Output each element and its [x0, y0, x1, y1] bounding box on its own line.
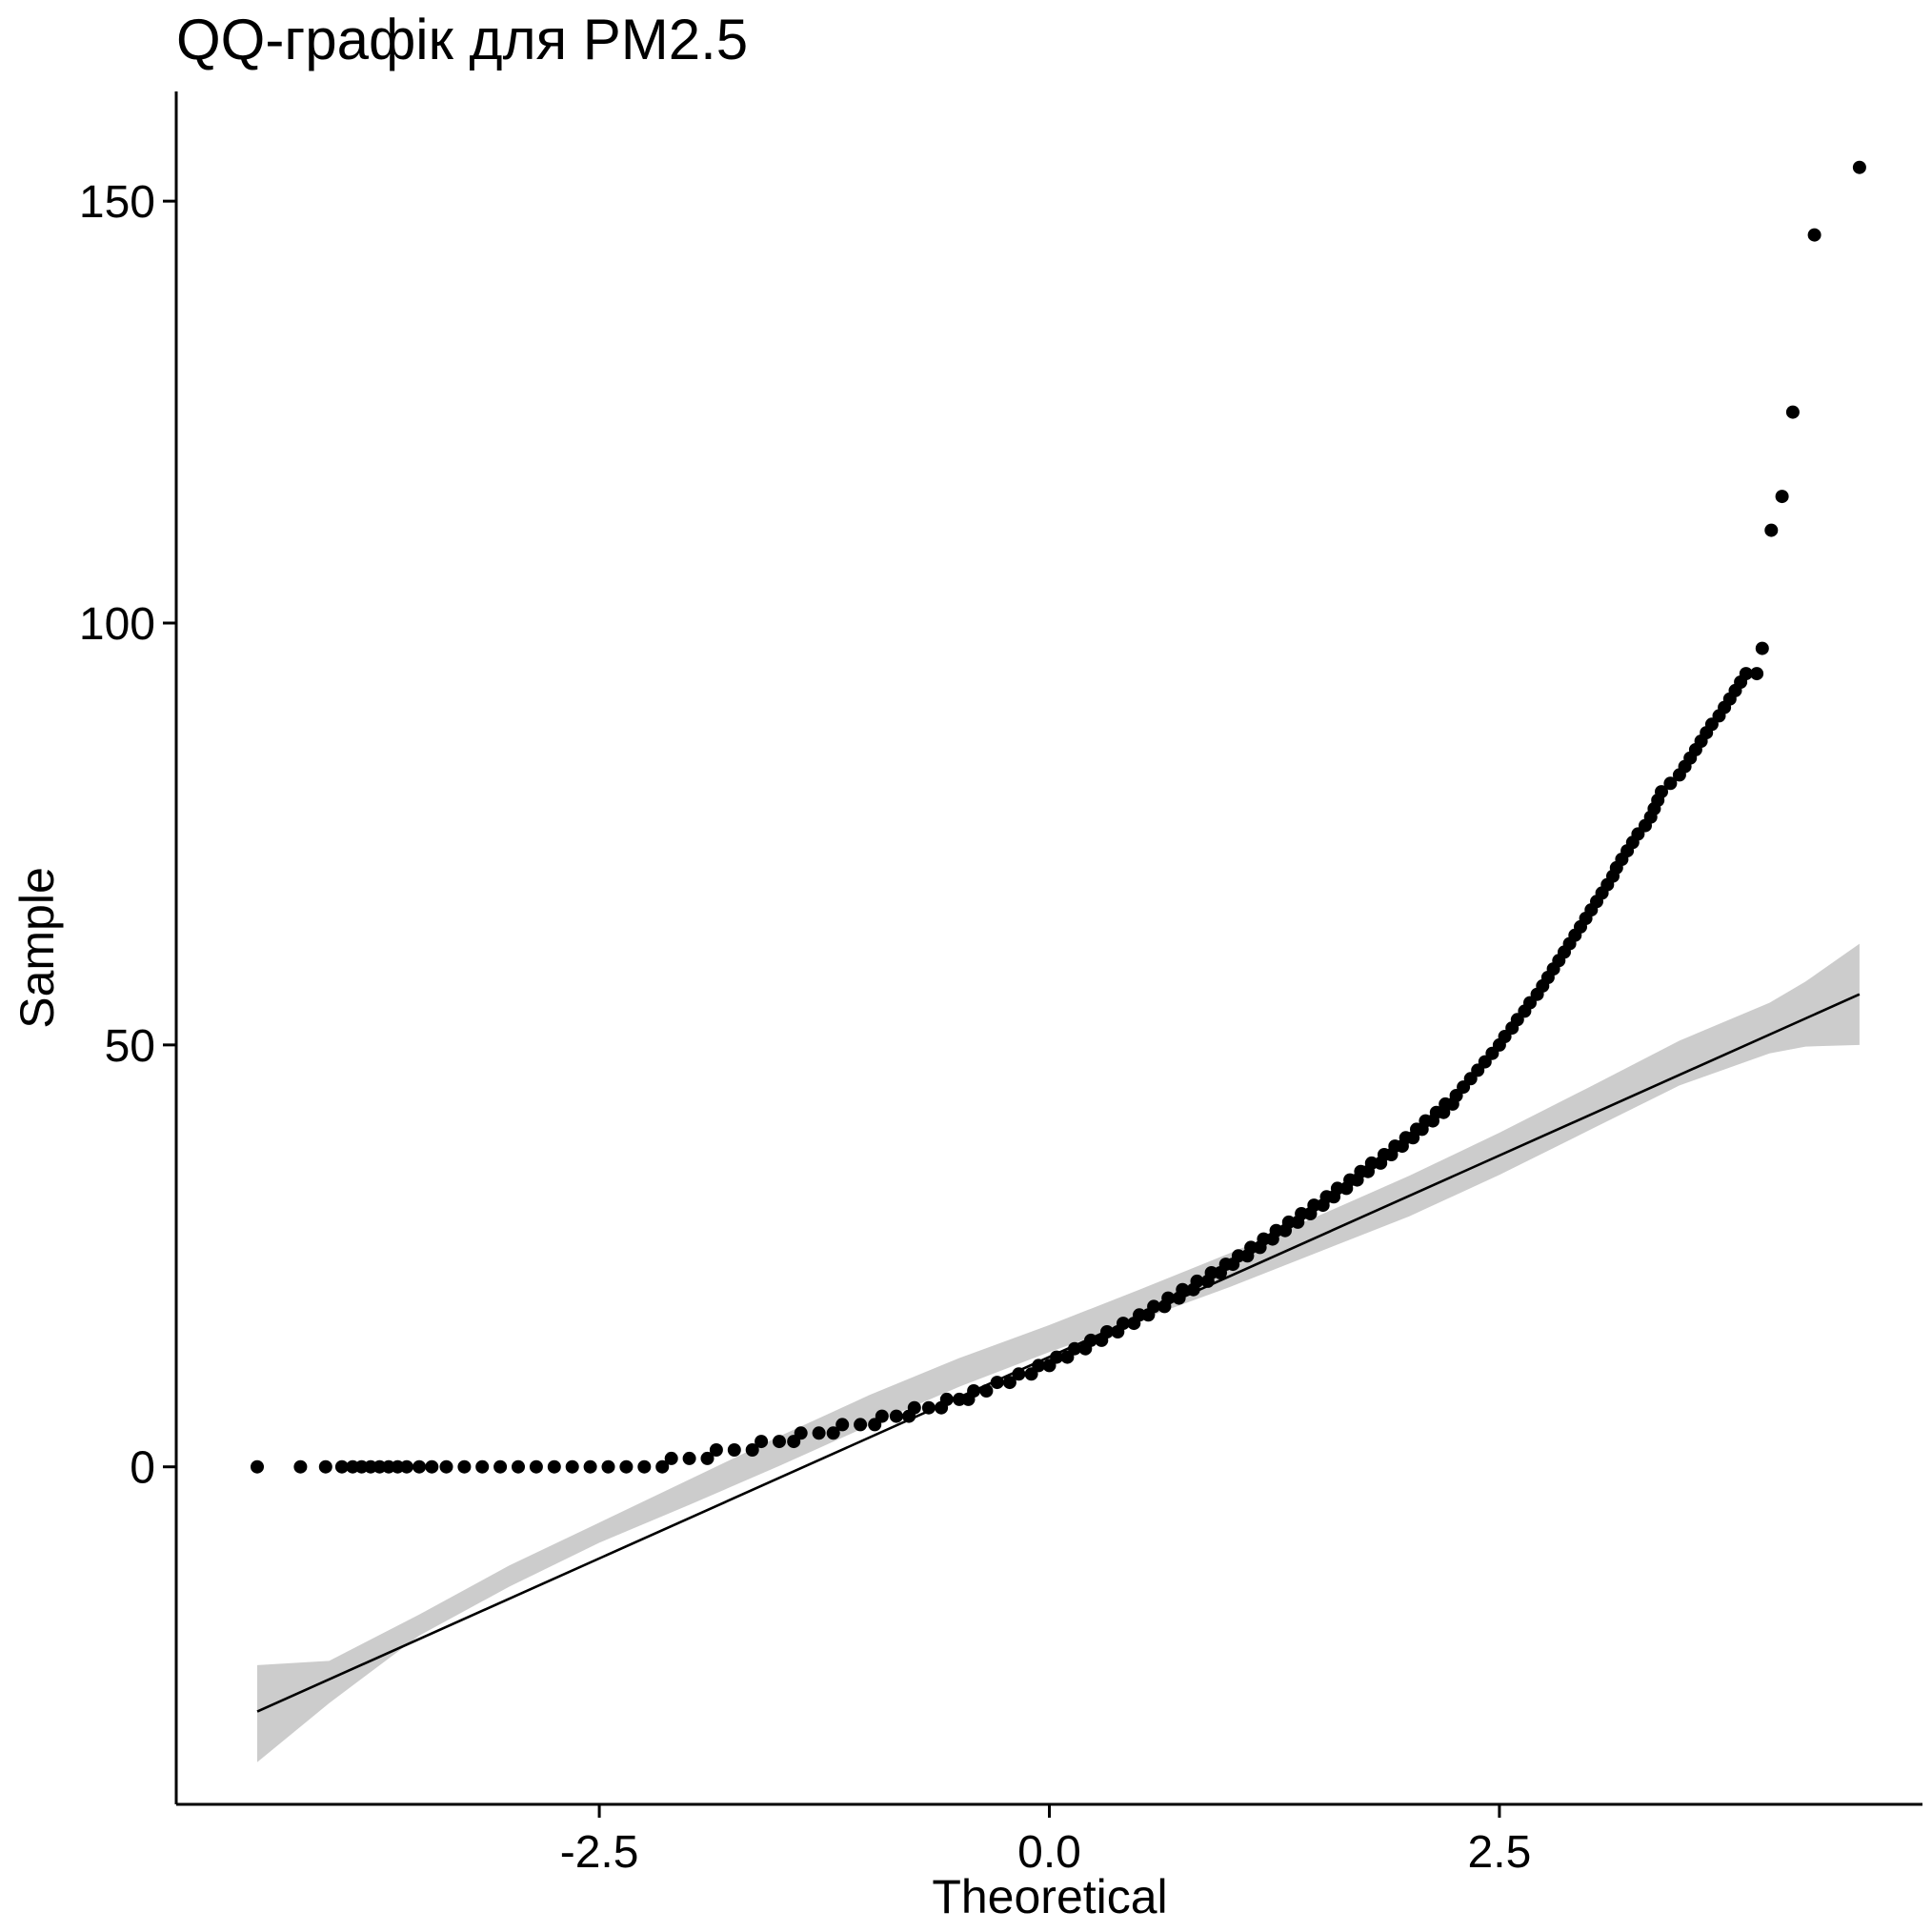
- data-point: [318, 1459, 332, 1474]
- data-point: [709, 1443, 723, 1457]
- data-point: [700, 1451, 714, 1465]
- data-point: [979, 1384, 994, 1398]
- data-point: [755, 1435, 769, 1449]
- data-point: [1190, 1274, 1204, 1288]
- data-point: [1655, 785, 1668, 799]
- data-point: [773, 1435, 786, 1449]
- data-point: [251, 1459, 264, 1474]
- data-point: [425, 1459, 439, 1474]
- data-point: [727, 1443, 741, 1457]
- data-point: [1176, 1282, 1190, 1297]
- data-point: [293, 1459, 308, 1474]
- data-point: [1663, 776, 1678, 791]
- data-point: [565, 1459, 579, 1474]
- data-point: [664, 1451, 678, 1465]
- data-point: [1032, 1358, 1046, 1373]
- data-point: [1147, 1299, 1161, 1314]
- data-point: [1100, 1325, 1114, 1338]
- data-point: [1785, 405, 1800, 419]
- y-tick-label: 0: [130, 1443, 155, 1494]
- y-tick-label: 50: [105, 1021, 155, 1072]
- data-point: [1161, 1291, 1176, 1305]
- x-tick-label: 0.0: [1017, 1827, 1081, 1878]
- data-point: [512, 1459, 525, 1474]
- data-point: [990, 1376, 1004, 1390]
- data-point: [1084, 1333, 1097, 1347]
- data-point: [1755, 641, 1769, 655]
- data-point: [889, 1409, 903, 1423]
- data-point: [334, 1459, 349, 1474]
- data-point: [547, 1459, 561, 1474]
- data-point: [1852, 160, 1866, 174]
- data-point: [655, 1459, 670, 1474]
- data-point: [619, 1459, 634, 1474]
- data-point: [1050, 1350, 1064, 1364]
- data-point: [921, 1400, 936, 1415]
- data-point: [1807, 228, 1821, 242]
- data-point: [1764, 523, 1779, 537]
- data-point: [1012, 1367, 1026, 1381]
- data-point: [439, 1459, 453, 1474]
- data-point: [835, 1418, 850, 1432]
- data-point: [812, 1426, 826, 1440]
- y-axis-ticks: 0 50 100 150: [79, 177, 176, 1494]
- x-axis-ticks: -2.5 0.0 2.5: [560, 1804, 1532, 1878]
- data-point: [583, 1459, 597, 1474]
- data-point: [529, 1459, 543, 1474]
- data-point: [1775, 490, 1789, 504]
- x-axis-title: Theoretical: [932, 1870, 1167, 1923]
- data-point: [939, 1392, 954, 1406]
- data-point: [493, 1459, 508, 1474]
- y-tick-label: 100: [79, 599, 155, 650]
- chart-title: QQ-графік для PM2.5: [176, 8, 748, 71]
- y-tick-label: 150: [79, 177, 155, 228]
- points-layer: [251, 160, 1866, 1474]
- data-point: [907, 1400, 921, 1415]
- data-point: [413, 1459, 427, 1474]
- x-tick-label: -2.5: [560, 1827, 639, 1878]
- data-point: [1002, 1376, 1016, 1390]
- data-point: [745, 1443, 759, 1457]
- data-point: [854, 1418, 868, 1432]
- data-point: [1739, 667, 1753, 681]
- data-point: [457, 1459, 472, 1474]
- data-point: [399, 1459, 413, 1474]
- data-point: [601, 1459, 615, 1474]
- data-point: [826, 1426, 840, 1440]
- data-point: [1068, 1341, 1081, 1356]
- data-point: [967, 1384, 981, 1398]
- data-point: [794, 1426, 808, 1440]
- y-axis-title: Sample: [10, 867, 64, 1029]
- x-tick-label: 2.5: [1468, 1827, 1532, 1878]
- data-point: [682, 1451, 696, 1465]
- data-point: [1117, 1317, 1130, 1331]
- data-point: [1750, 667, 1764, 681]
- data-point: [875, 1409, 889, 1423]
- data-point: [637, 1459, 652, 1474]
- data-point: [475, 1459, 490, 1474]
